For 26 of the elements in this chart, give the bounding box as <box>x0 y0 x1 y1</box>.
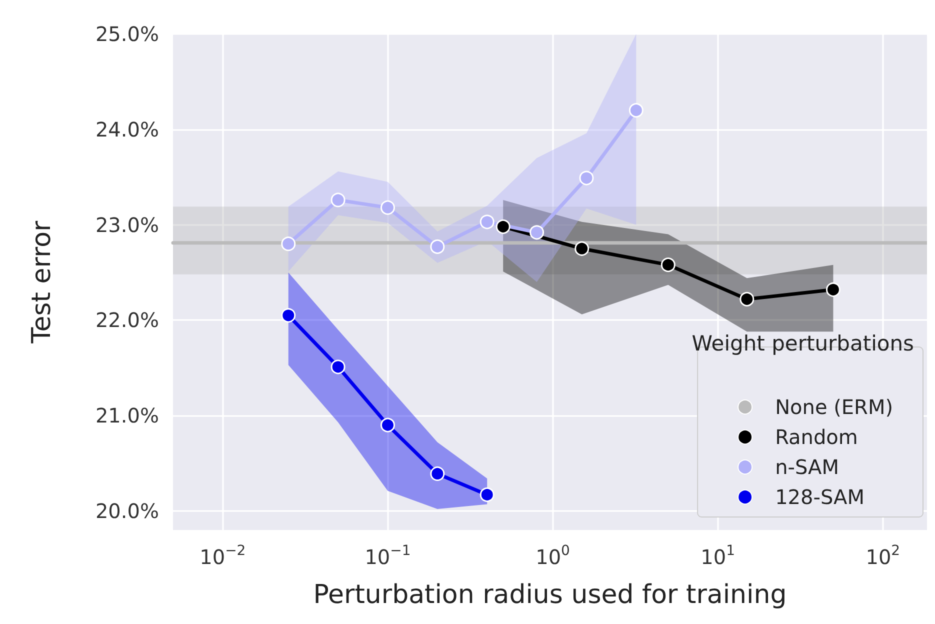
point <box>330 192 346 208</box>
y-tick-label: 24.0% <box>95 117 159 142</box>
y-tick-label: 25.0% <box>95 22 159 46</box>
y-tick-label: 21.0% <box>95 404 159 428</box>
legend-label: None (ERM) <box>775 395 894 419</box>
point <box>281 236 296 252</box>
legend-label: 128-SAM <box>775 485 864 509</box>
y-tick-label: 20.0% <box>95 498 159 523</box>
legend-label: n-SAM <box>775 455 839 479</box>
point <box>430 466 445 481</box>
y-tick-label: 22.0% <box>95 308 159 332</box>
point <box>430 239 445 254</box>
y-tick-label: 23.0% <box>95 212 159 237</box>
legend-label: Random <box>775 425 858 449</box>
point <box>281 308 296 323</box>
point <box>480 214 494 230</box>
point <box>628 103 644 118</box>
point <box>330 360 346 374</box>
x-axis-title: Perturbation radius used for training <box>313 580 787 610</box>
point <box>380 200 395 215</box>
point <box>530 225 544 240</box>
point <box>579 170 594 186</box>
point <box>480 487 494 502</box>
y-axis-title: Test error <box>27 220 57 344</box>
point <box>380 418 395 432</box>
legend-title: Weight perturbations <box>692 332 914 356</box>
